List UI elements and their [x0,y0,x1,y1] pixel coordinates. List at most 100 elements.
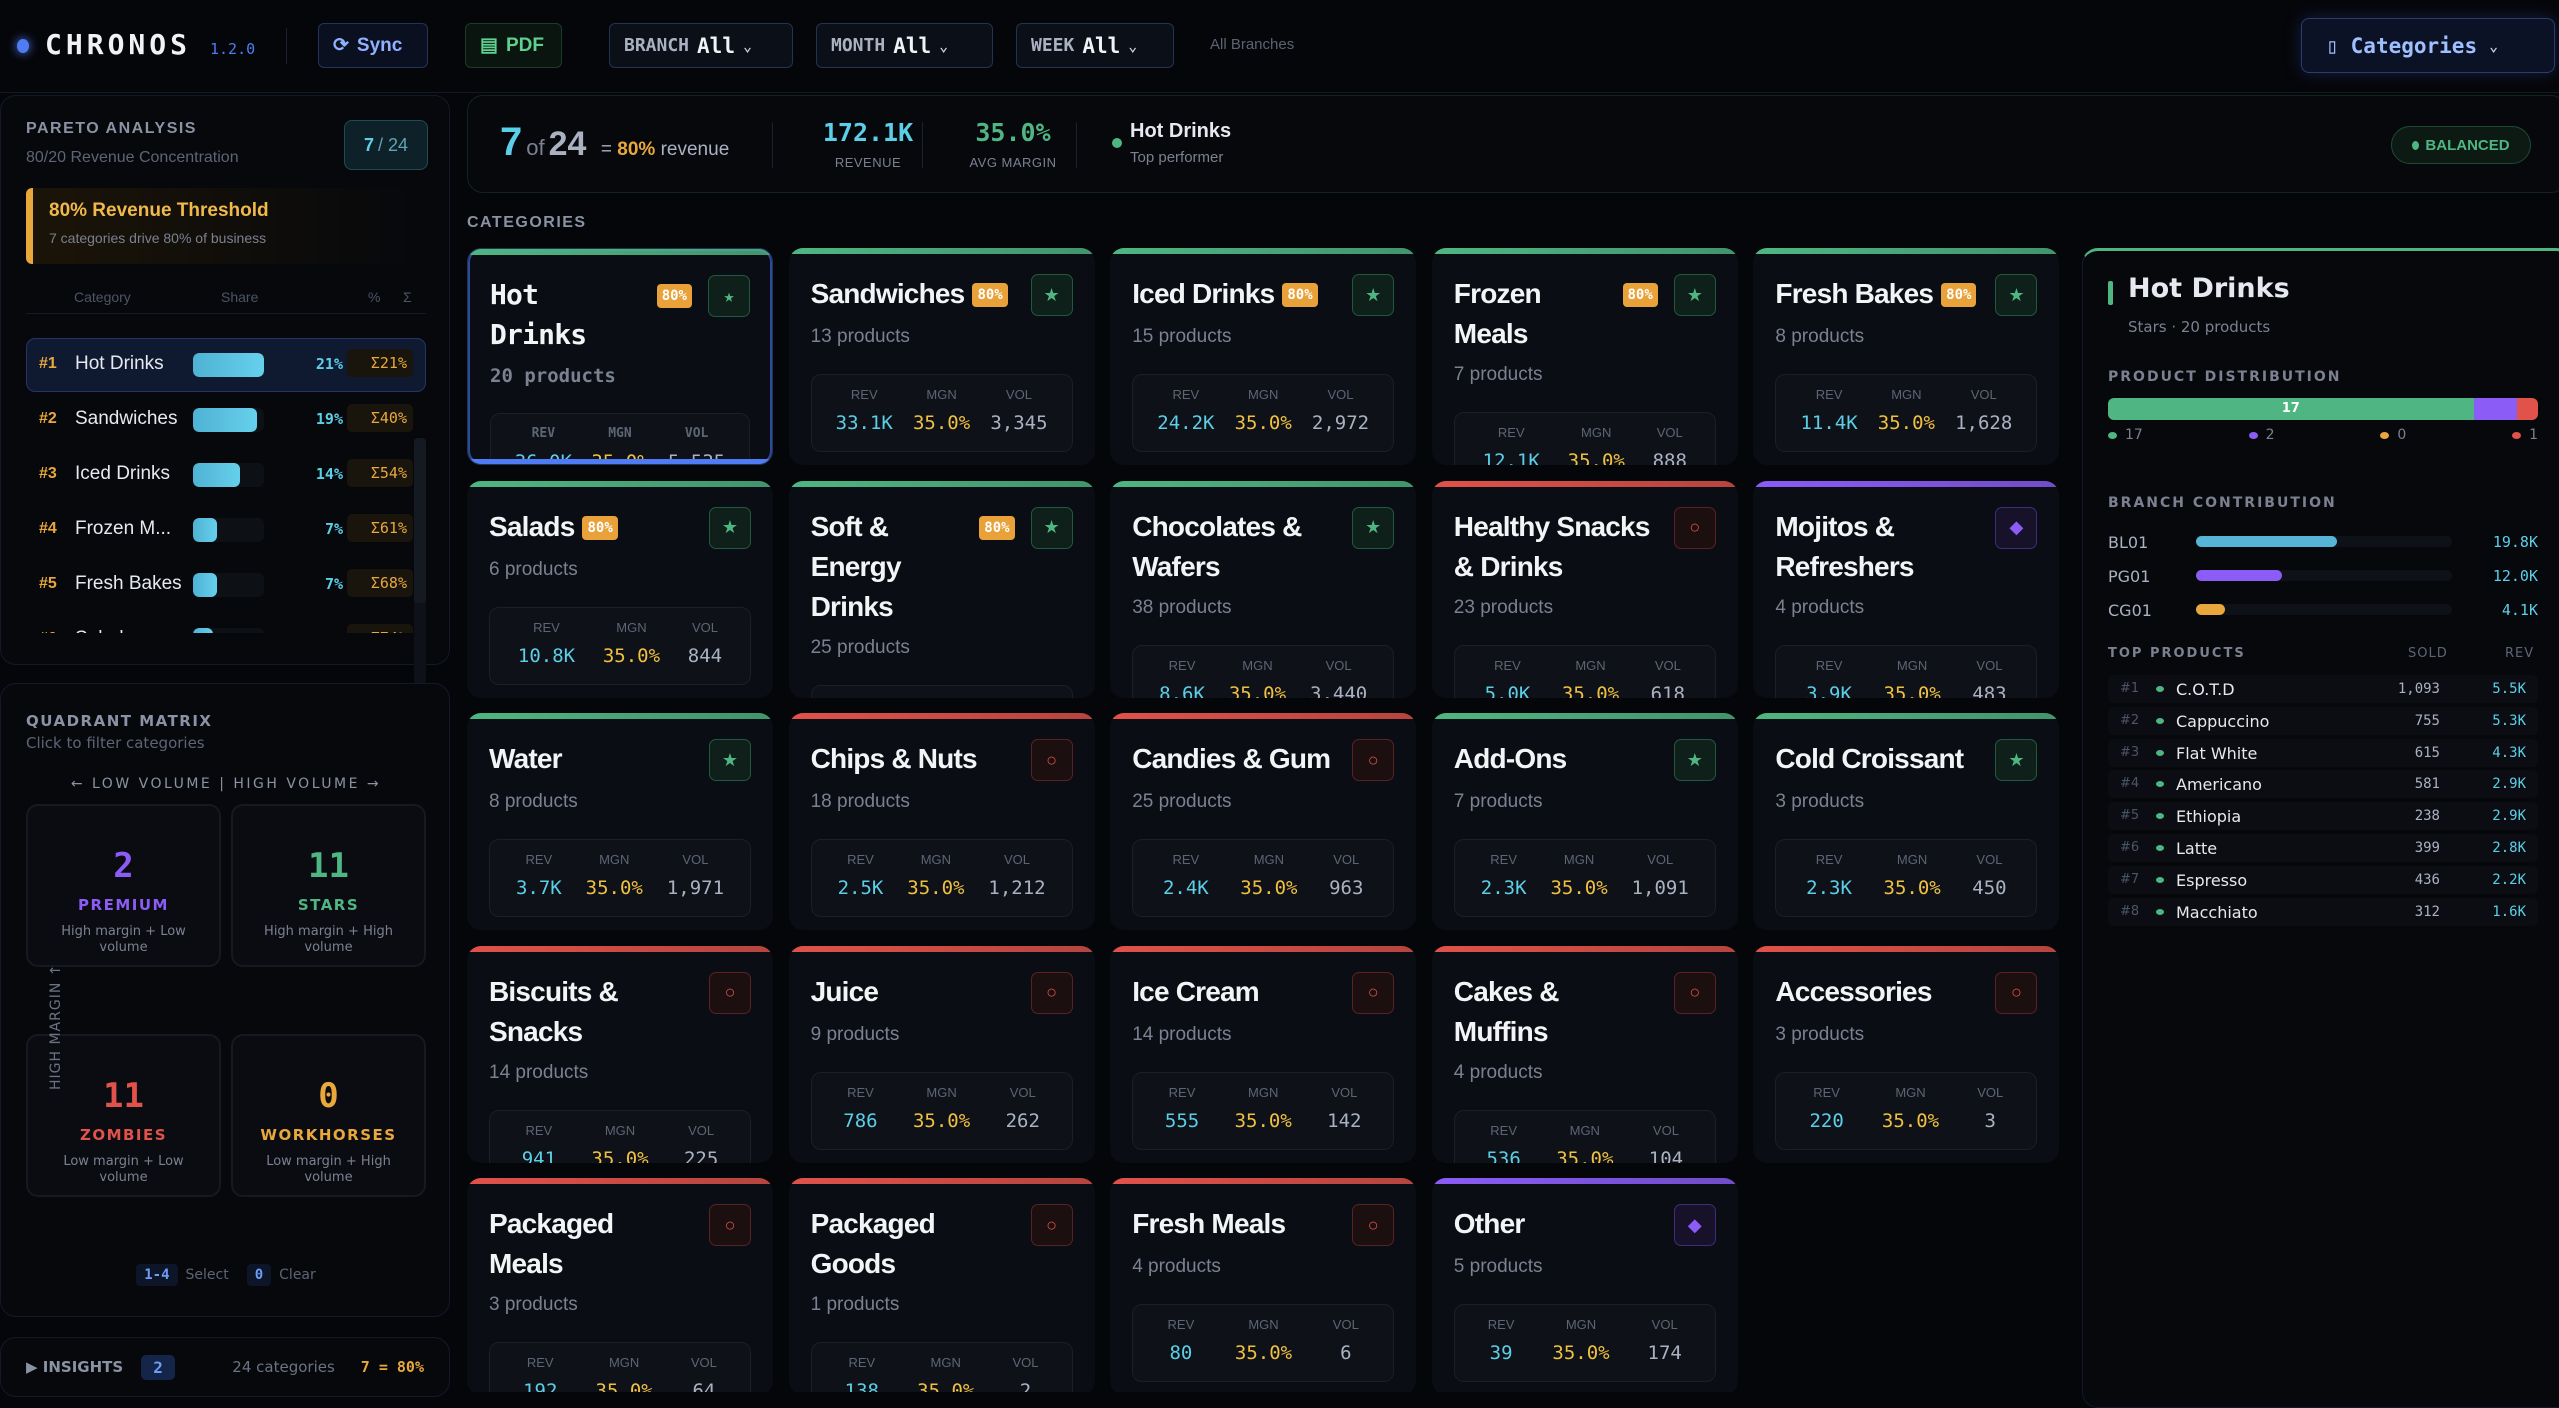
category-card[interactable]: Cold Croissant ★ 3 products REV 2.3K MGN 35.0%… [1753,713,2060,930]
top-product-row[interactable]: #5 Ethiopia 238 2.9K [2108,802,2538,831]
circle-icon[interactable]: ○ [1352,1204,1395,1246]
top-product-row[interactable]: #2 Cappuccino 755 5.3K [2108,706,2538,735]
category-card[interactable]: Hot Drinks 80% ★ 20 products REV 36.0K MGN 35.0… [467,248,773,465]
diamond-icon[interactable]: ◆ [1995,506,2038,549]
category-card[interactable]: Packaged Meals ○ 3 products REV 192 MGN 35.0% V… [467,1178,773,1392]
quadrant-stars[interactable]: 11 STARS High margin + High volume [231,804,426,967]
category-card[interactable]: Mojitos & Refreshers ◆ 4 products REV 3.9K MG… [1753,480,2060,698]
quadrant-premium[interactable]: 2 PREMIUM High margin + Low volume [26,804,221,967]
view-selector-label: Categories [2350,33,2478,58]
pdf-export-button[interactable]: ▤ PDF [465,23,562,68]
stats-box: REV 536 MGN 35.0% VOL 104 [1453,1109,1716,1163]
legend-dot-icon [2380,432,2390,439]
category-card[interactable]: Fresh Meals ○ 4 products REV 80 MGN 35.0% VOL 6 [1110,1178,1417,1392]
circle-icon[interactable]: ○ [1352,739,1395,781]
circle-icon[interactable]: ○ [1673,971,1716,1014]
pareto-row[interactable]: #6 Salads 6% Σ74% [26,613,426,633]
circle-icon[interactable]: ○ [1995,971,2038,1014]
card-header: Other ◆ [1454,1204,1716,1246]
star-icon[interactable]: ★ [1352,506,1395,549]
sync-button[interactable]: ⟳ Sync [318,23,428,68]
insights-toggle[interactable]: ▶ INSIGHTS 2 24 categories 7 = 80% [0,1337,450,1397]
category-name: Mojitos & Refreshers [1775,510,1914,582]
category-card[interactable]: Healthy Snacks & Drinks ○ 23 products REV 5.… [1431,480,1738,698]
category-card[interactable]: Biscuits & Snacks ○ 14 products REV 941 MGN 35… [467,945,773,1163]
volume-value: 1,212 [988,877,1046,899]
pareto-row[interactable]: #4 Frozen M... 7% Σ61% [26,503,426,557]
month-filter-dropdown[interactable]: MONTH All ⌄ [816,23,993,68]
category-card[interactable]: Sandwiches 80% ★ 13 products REV 33.1K MGN 35.0… [788,248,1095,465]
star-icon[interactable]: ★ [1352,274,1395,316]
star-icon[interactable]: ★ [708,275,750,317]
view-selector-dropdown[interactable]: ▯ Categories ⌄ [2301,18,2555,73]
category-card[interactable]: Add-Ons ★ 7 products REV 2.3K MGN 35.0% VOL 1,09… [1431,713,1738,930]
circle-icon[interactable]: ○ [709,971,751,1014]
stats-box: REV 786 MGN 35.0% VOL 262 [810,1071,1073,1150]
pareto-row[interactable]: #2 Sandwiches 19% Σ40% [26,393,426,447]
category-card[interactable]: Cakes & Muffins ○ 4 products REV 536 MGN 35.0%… [1431,945,1738,1163]
category-card[interactable]: Chocolates & Wafers ★ 38 products REV 8.6K MG… [1110,480,1417,698]
category-card[interactable]: Frozen Meals 80% ★ 7 products REV 12.1K MGN 35.… [1431,248,1738,465]
circle-icon[interactable]: ○ [1352,971,1395,1014]
top-performer[interactable]: Hot Drinks Top performer [1112,120,1231,166]
category-card[interactable]: Soft & Energy Drinks 80% ★ 25 products REVMG… [788,480,1095,698]
column-header-percent: % [368,289,381,305]
volume-stat: VOL 3,345 [990,387,1047,451]
category-card[interactable]: Other ◆ 5 products REV 39 MGN 35.0% VOL 174 [1431,1178,1738,1392]
star-icon[interactable]: ★ [1673,274,1716,316]
margin-axis-label: HIGH MARGIN ↑ [48,963,64,1091]
top-product-row[interactable]: #8 Macchiato 312 1.6K [2108,897,2538,926]
star-icon[interactable]: ★ [1030,274,1073,316]
pareto-row[interactable]: #1 Hot Drinks 21% Σ21% [26,338,426,392]
circle-icon[interactable]: ○ [1673,506,1716,549]
star-icon[interactable]: ★ [709,739,751,781]
branch-filter-dropdown[interactable]: BRANCH All ⌄ [609,23,793,68]
star-dot-icon [2156,845,2164,851]
category-card[interactable]: Iced Drinks 80% ★ 15 products REV 24.2K MGN 35.… [1110,248,1417,465]
circle-icon[interactable]: ○ [1030,1204,1073,1246]
volume-label: VOL [691,619,718,635]
pareto-row[interactable]: #3 Iced Drinks 14% Σ54% [26,448,426,502]
product-revenue: 4.3K [2492,744,2526,761]
category-type-bar [1431,1178,1738,1184]
product-count: 38 products [1132,596,1232,618]
category-card[interactable]: Accessories ○ 3 products REV 220 MGN 35.0% VOL 3 [1753,945,2060,1163]
category-type-bar [788,480,1095,487]
diamond-icon[interactable]: ◆ [1673,1204,1716,1246]
revenue-value: 5.0K [1484,682,1531,698]
quadrant-workhorses[interactable]: 0 WORKHORSES Low margin + High volume [231,1034,426,1197]
revenue-stat: 172.1K REVENUE [803,118,933,170]
category-card[interactable]: Candies & Gum ○ 25 products REV 2.4K MGN 35.0%… [1110,713,1417,930]
category-card[interactable]: Salads 80% ★ 6 products REV 10.8K MGN 35.0% VOL 8… [467,480,773,698]
category-card[interactable]: Juice ○ 9 products REV 786 MGN 35.0% VOL 262 [788,945,1095,1163]
pareto-row[interactable]: #5 Fresh Bakes 7% Σ68% [26,558,426,612]
product-rank: #6 [2120,840,2140,855]
category-card[interactable]: Ice Cream ○ 14 products REV 555 MGN 35.0% VOL 14… [1110,945,1417,1163]
quadrant-zombies[interactable]: 11 ZOMBIES Low margin + Low volume [26,1034,221,1197]
category-card[interactable]: Chips & Nuts ○ 18 products REV 2.5K MGN 35.0% V… [788,713,1095,930]
top-product-row[interactable]: #4 Americano 581 2.9K [2108,770,2538,799]
scrollbar[interactable] [414,438,426,733]
scrollbar-thumb[interactable] [414,438,426,603]
circle-icon[interactable]: ○ [1030,971,1073,1014]
top-product-row[interactable]: #1 C.O.T.D 1,093 5.5K [2108,675,2538,703]
star-icon[interactable]: ★ [1995,274,2038,316]
star-icon[interactable]: ★ [709,506,751,549]
category-card[interactable]: Packaged Goods ○ 1 products REV 138 MGN 35.0% V… [788,1178,1095,1392]
star-icon[interactable]: ★ [1673,739,1716,781]
category-card[interactable]: Water ★ 8 products REV 3.7K MGN 35.0% VOL 1,971 [467,713,773,930]
star-icon[interactable]: ★ [1030,506,1073,549]
week-filter-dropdown[interactable]: WEEK All ⌄ [1016,23,1174,68]
category-card[interactable]: Fresh Bakes 80% ★ 8 products REV 11.4K MGN 35.0… [1753,248,2060,465]
top-product-row[interactable]: #6 Latte 399 2.8K [2108,834,2538,862]
status-text: BALANCED [2425,136,2510,154]
top-product-row[interactable]: #3 Flat White 615 4.3K [2108,738,2538,767]
top-product-row[interactable]: #7 Espresso 436 2.2K [2108,865,2538,894]
circle-icon[interactable]: ○ [1030,739,1073,781]
quadrant-label: STARS [297,896,360,914]
revenue-label: REV [1497,425,1525,440]
star-icon[interactable]: ★ [1995,739,2038,781]
product-name: Cappuccino [2176,711,2270,731]
circle-icon[interactable]: ○ [709,1204,751,1246]
distribution-legend: 17 2 0 1 [2108,427,2538,443]
